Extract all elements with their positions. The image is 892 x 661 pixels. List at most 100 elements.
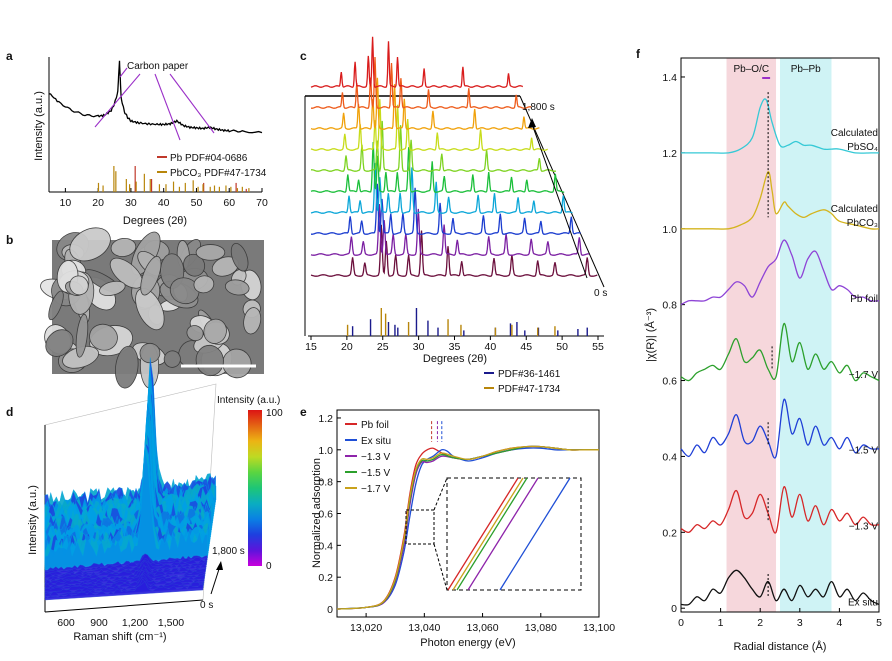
f-x-tick-label-1: 1: [718, 617, 724, 629]
d-surface-row-7: [44, 564, 206, 586]
e-y-tick-label-4: 0.8: [318, 477, 333, 489]
d-colorbar-max: 100: [266, 408, 283, 419]
c-trace-5: [311, 120, 557, 173]
a-reference-lines: [97, 166, 250, 192]
a-x-tick-label-5: 60: [223, 197, 235, 209]
f-ticks: 0 1 2 3 4 5 0 0.2 0.4 0.6 0.8 1.0 1.2 1.4: [662, 72, 882, 629]
a-annotation-arrows: [94, 67, 215, 141]
a-x-tick-label-2: 30: [125, 197, 137, 209]
a-x-ticks: 10 20 30 40 50 60 70: [60, 188, 268, 209]
panel-letter-a: a: [6, 49, 13, 63]
d-x-tick-label-1: 900: [90, 617, 108, 629]
sem-particle-67: [195, 244, 226, 261]
a-x-label: Degrees (2θ): [123, 215, 187, 227]
a-y-label: Intensity (a.u.): [33, 91, 45, 161]
e-legend-label-3: −1.5 V: [361, 468, 391, 479]
f-series-label-3-0: −1.7 V: [849, 370, 879, 381]
a-legend: Pb PDF#04-0686 PbCO₃ PDF#47-1734: [157, 153, 267, 179]
sem-particle-58: [169, 277, 200, 305]
sem-particles: [40, 227, 262, 389]
c-trace-6: [310, 99, 548, 152]
f-line-2: [680, 398, 880, 459]
c-trace-3: [310, 163, 573, 214]
sem-particle-51: [114, 345, 139, 389]
d-surface-row-6: [44, 568, 206, 588]
e-inset-line-1: [452, 477, 524, 591]
c-trace-8: [311, 56, 532, 109]
e-x-tick-label-2: 13,060: [466, 622, 498, 634]
f-x-label: Radial distance (Å): [734, 640, 827, 653]
sem-particle-40: [75, 313, 89, 358]
e-y-label: Normalized adsorption: [311, 458, 323, 568]
d-x-tick-label-2: 1,200: [122, 617, 148, 629]
panel-letter-f: f: [636, 47, 641, 61]
c-x-tick-label-2: 25: [377, 341, 389, 353]
f-x-tick-label-2: 2: [757, 617, 763, 629]
f-x-tick-label-5: 5: [876, 617, 882, 629]
e-y-tick-label-3: 0.6: [318, 509, 333, 521]
sem-particle-66: [203, 318, 227, 344]
panel-d-raman-3d: 600 900 1,200 1,500 Intensity (a.u.) Raman …: [27, 357, 283, 643]
a-arrow-2: [94, 73, 141, 128]
f-y-tick-label-7: 1.4: [662, 72, 677, 84]
panel-letter-d: d: [6, 405, 13, 419]
e-legend-label-1: Ex situ: [361, 436, 391, 447]
e-x-label: Photon energy (eV): [420, 637, 515, 649]
e-inset-box: [446, 477, 582, 591]
c-x-tick-label-4: 35: [449, 341, 461, 353]
f-line-6: [680, 98, 879, 154]
e-inset: [405, 421, 582, 591]
c-x-tick-label-0: 15: [305, 341, 317, 353]
a-legend-label-pbco3: PbCO₃ PDF#47-1734: [170, 168, 267, 179]
d-surface: [44, 357, 217, 601]
f-x-tick-label-4: 4: [836, 617, 842, 629]
c-legend-label-1: PDF#36-1461: [498, 369, 561, 380]
d-colorbar: [248, 410, 262, 566]
panel-b-sem-image: [40, 227, 264, 389]
f-region-1: [780, 58, 832, 612]
d-x-label: Raman shift (cm⁻¹): [73, 631, 166, 643]
a-xrd-line: [48, 60, 263, 134]
f-y-label: |χ(R)| (Å⁻³): [644, 308, 657, 362]
c-x-tick-label-6: 45: [520, 341, 532, 353]
f-y-tick-label-2: 0.4: [662, 451, 677, 463]
e-y-tick-label-2: 0.4: [318, 540, 333, 552]
c-reference-lines: [346, 308, 588, 336]
e-ticks: 13,020 13,040 13,060 13,080 13,100 0 0.2 0.4 0.6…: [318, 413, 615, 634]
f-series-label-0-0: Ex situ: [848, 597, 878, 608]
d-surface-row-13: [44, 553, 208, 574]
panel-f-exafs: Pb–O/C Pb–Pb 0 1 2 3 4 5 0 0.2 0.4 0.6 0.8 1.0 1.2 1.4…: [644, 57, 882, 653]
c-x-ticks: 15 20 25 30 35 40 45 50 55: [305, 336, 604, 353]
e-x-tick-label-0: 13,020: [350, 622, 382, 634]
a-x-tick-label-3: 40: [158, 197, 170, 209]
panel-c-operando-xrd: 15 20 25 30 35 40 45 50 55 Degrees (2θ) 1,800 s …: [304, 36, 607, 395]
e-inset-line-2: [456, 477, 528, 591]
e-legend: Pb foil Ex situ −1.3 V −1.5 V −1.7 V: [345, 420, 391, 495]
d-time-arrow: [210, 565, 221, 595]
f-dotted-markers: [767, 92, 773, 597]
d-x-tick-label-0: 600: [57, 617, 75, 629]
sem-particle-64: [140, 255, 162, 296]
sem-particle-62: [69, 275, 89, 296]
d-surface-row-0: [44, 580, 204, 601]
sem-particle-54: [48, 290, 64, 321]
f-x-tick-label-3: 3: [797, 617, 803, 629]
c-trace-0: [310, 224, 598, 277]
e-legend-label-2: −1.3 V: [361, 452, 391, 463]
f-line-1: [680, 486, 880, 534]
f-series-label-1-0: −1.3 V: [849, 522, 879, 533]
e-x-tick-label-4: 13,100: [583, 622, 615, 634]
panel-letter-c: c: [300, 49, 307, 63]
f-line-3: [680, 322, 880, 382]
e-inset-line-3: [467, 477, 539, 591]
a-x-tick-label-4: 50: [191, 197, 203, 209]
d-x-tick-label-3: 1,500: [158, 617, 184, 629]
c-x-tick-label-3: 30: [413, 341, 425, 353]
f-series-labels: Ex situ −1.3 V −1.5 V −1.7 V Pb foil Calculat…: [831, 128, 879, 608]
sem-particle-46: [243, 307, 262, 335]
f-y-tick-label-6: 1.2: [662, 148, 677, 160]
a-carbon-paper-annotation: Carbon paper: [127, 61, 189, 72]
c-legend-label-2: PDF#47-1734: [498, 384, 561, 395]
c-x-label: Degrees (2θ): [423, 353, 487, 365]
f-series-label-5-0: Calculated: [831, 204, 878, 215]
